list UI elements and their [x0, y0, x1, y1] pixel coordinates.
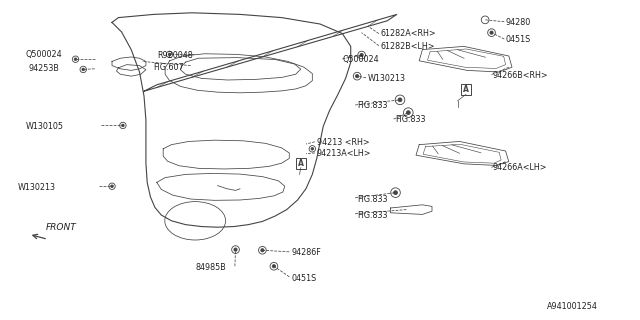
Circle shape: [111, 185, 113, 188]
Text: Q500024: Q500024: [342, 55, 379, 64]
Circle shape: [273, 265, 276, 268]
Text: A941001254: A941001254: [547, 302, 598, 311]
Circle shape: [356, 75, 359, 78]
Text: R920048: R920048: [157, 52, 193, 60]
Circle shape: [360, 53, 364, 57]
Circle shape: [311, 148, 314, 150]
Text: 94280: 94280: [506, 18, 531, 27]
Text: A: A: [463, 85, 469, 94]
Text: 94266A<LH>: 94266A<LH>: [493, 164, 547, 172]
Circle shape: [74, 58, 77, 60]
Text: W130213: W130213: [368, 74, 406, 83]
Text: 94213 <RH>: 94213 <RH>: [317, 138, 369, 147]
Text: FRONT: FRONT: [46, 223, 77, 232]
Text: 0451S: 0451S: [291, 274, 316, 283]
Text: 94266B<RH>: 94266B<RH>: [493, 71, 548, 80]
Text: 94286F: 94286F: [291, 248, 321, 257]
Circle shape: [406, 111, 410, 115]
Text: FIG.833: FIG.833: [357, 101, 388, 110]
Circle shape: [394, 191, 397, 195]
Text: A: A: [298, 159, 304, 168]
Text: FIG.833: FIG.833: [357, 211, 388, 220]
Circle shape: [168, 53, 171, 56]
Circle shape: [82, 68, 84, 71]
Text: 94253B: 94253B: [29, 64, 60, 73]
Text: 61282A<RH>: 61282A<RH>: [381, 29, 436, 38]
Text: 84985B: 84985B: [195, 263, 226, 272]
Text: W130105: W130105: [26, 122, 63, 131]
Circle shape: [490, 31, 493, 34]
Text: FIG.833: FIG.833: [357, 195, 388, 204]
Text: 94213A<LH>: 94213A<LH>: [317, 149, 371, 158]
Text: FIG.607: FIG.607: [154, 63, 184, 72]
Text: FIG.833: FIG.833: [396, 116, 426, 124]
Text: 61282B<LH>: 61282B<LH>: [381, 42, 435, 51]
FancyBboxPatch shape: [461, 84, 471, 95]
Circle shape: [398, 98, 402, 102]
Circle shape: [122, 124, 124, 127]
Circle shape: [234, 248, 237, 251]
FancyBboxPatch shape: [296, 158, 306, 169]
Text: Q500024: Q500024: [26, 50, 62, 59]
Circle shape: [261, 249, 264, 252]
Text: W130213: W130213: [17, 183, 55, 192]
Text: 0451S: 0451S: [506, 36, 531, 44]
